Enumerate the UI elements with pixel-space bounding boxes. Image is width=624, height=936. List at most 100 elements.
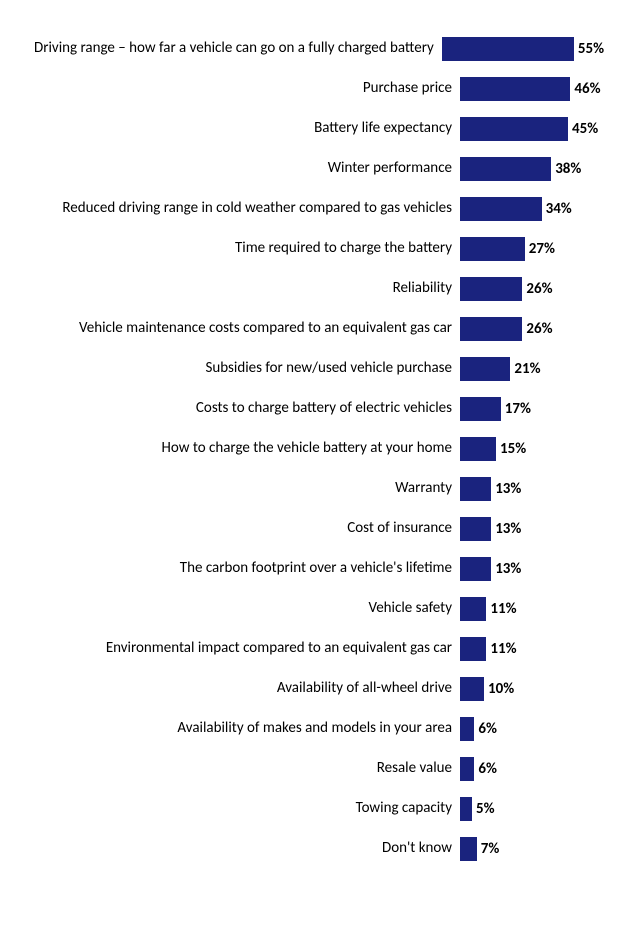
bar-value: 11% <box>486 600 516 618</box>
bar-value: 13% <box>491 560 521 578</box>
bar-value: 10% <box>484 680 514 698</box>
bar-area: 17% <box>460 397 604 421</box>
bar-value: 5% <box>472 800 495 818</box>
bar <box>460 597 486 621</box>
bar <box>442 37 574 61</box>
bar-value: 7% <box>477 840 500 858</box>
bar-label: Purchase price <box>20 80 460 97</box>
bar <box>460 757 474 781</box>
bar-label: Winter performance <box>20 160 460 177</box>
bar <box>460 517 491 541</box>
bar <box>460 477 491 501</box>
bar-area: 15% <box>460 437 604 461</box>
bar-label: Subsidies for new/used vehicle purchase <box>20 360 460 377</box>
bar <box>460 117 568 141</box>
bar <box>460 797 472 821</box>
bar-area: 46% <box>460 77 604 101</box>
bar <box>460 637 486 661</box>
bar <box>460 677 484 701</box>
bar-area: 27% <box>460 237 604 261</box>
chart-row: Reliability 26% <box>20 270 604 308</box>
bar-label: Availability of makes and models in your… <box>20 720 460 737</box>
bar-value: 26% <box>522 280 552 298</box>
bar <box>460 437 496 461</box>
bar-area: 13% <box>460 517 604 541</box>
bar-area: 6% <box>460 757 604 781</box>
chart-row: Towing capacity 5% <box>20 790 604 828</box>
bar-value: 11% <box>486 640 516 658</box>
bar-value: 21% <box>510 360 540 378</box>
chart-row: Resale value 6% <box>20 750 604 788</box>
chart-row: Subsidies for new/used vehicle purchase 2… <box>20 350 604 388</box>
chart-row: Driving range – how far a vehicle can go… <box>20 30 604 68</box>
bar-value: 6% <box>474 760 497 778</box>
bar-area: 6% <box>460 717 604 741</box>
bar <box>460 357 510 381</box>
bar-value: 6% <box>474 720 497 738</box>
bar-label: Battery life expectancy <box>20 120 460 137</box>
bar-label: Don't know <box>20 840 460 857</box>
chart-row: Battery life expectancy 45% <box>20 110 604 148</box>
chart-row: The carbon footprint over a vehicle's li… <box>20 550 604 588</box>
bar-label: Availability of all-wheel drive <box>20 680 460 697</box>
bar <box>460 77 570 101</box>
chart-row: Vehicle safety 11% <box>20 590 604 628</box>
bar <box>460 717 474 741</box>
bar-label: Vehicle safety <box>20 600 460 617</box>
bar-area: 11% <box>460 637 604 661</box>
bar <box>460 277 522 301</box>
chart-row: Cost of insurance 13% <box>20 510 604 548</box>
bar-area: 26% <box>460 317 604 341</box>
bar-area: 10% <box>460 677 604 701</box>
bar-area: 7% <box>460 837 604 861</box>
bar-value: 45% <box>568 120 598 138</box>
bar-area: 55% <box>442 37 604 61</box>
bar-chart: Driving range – how far a vehicle can go… <box>20 30 604 868</box>
chart-row: Purchase price 46% <box>20 70 604 108</box>
chart-row: Availability of all-wheel drive 10% <box>20 670 604 708</box>
bar-value: 17% <box>501 400 531 418</box>
bar-label: How to charge the vehicle battery at you… <box>20 440 460 457</box>
bar-value: 26% <box>522 320 552 338</box>
bar-label: Warranty <box>20 480 460 497</box>
chart-row: Costs to charge battery of electric vehi… <box>20 390 604 428</box>
chart-row: Reduced driving range in cold weather co… <box>20 190 604 228</box>
bar-value: 13% <box>491 480 521 498</box>
bar-area: 5% <box>460 797 604 821</box>
bar <box>460 157 551 181</box>
bar-label: The carbon footprint over a vehicle's li… <box>20 560 460 577</box>
bar-label: Cost of insurance <box>20 520 460 537</box>
chart-row: How to charge the vehicle battery at you… <box>20 430 604 468</box>
bar <box>460 397 501 421</box>
bar <box>460 557 491 581</box>
bar-value: 55% <box>574 40 604 58</box>
bar-label: Vehicle maintenance costs compared to an… <box>20 320 460 337</box>
bar-label: Reduced driving range in cold weather co… <box>20 200 460 217</box>
bar-area: 11% <box>460 597 604 621</box>
bar-label: Reliability <box>20 280 460 297</box>
bar <box>460 317 522 341</box>
bar <box>460 837 477 861</box>
bar-label: Time required to charge the battery <box>20 240 460 257</box>
bar-value: 27% <box>525 240 555 258</box>
chart-row: Time required to charge the battery 27% <box>20 230 604 268</box>
bar <box>460 237 525 261</box>
bar-value: 46% <box>570 80 600 98</box>
bar-area: 13% <box>460 557 604 581</box>
bar-label: Environmental impact compared to an equi… <box>20 640 460 657</box>
bar-area: 34% <box>460 197 604 221</box>
bar-area: 38% <box>460 157 604 181</box>
bar-value: 34% <box>542 200 572 218</box>
chart-row: Winter performance 38% <box>20 150 604 188</box>
bar-area: 45% <box>460 117 604 141</box>
bar-area: 21% <box>460 357 604 381</box>
bar-value: 38% <box>551 160 581 178</box>
chart-row: Warranty 13% <box>20 470 604 508</box>
bar <box>460 197 542 221</box>
bar-value: 13% <box>491 520 521 538</box>
bar-label: Resale value <box>20 760 460 777</box>
bar-label: Towing capacity <box>20 800 460 817</box>
bar-area: 26% <box>460 277 604 301</box>
bar-value: 15% <box>496 440 526 458</box>
chart-row: Vehicle maintenance costs compared to an… <box>20 310 604 348</box>
